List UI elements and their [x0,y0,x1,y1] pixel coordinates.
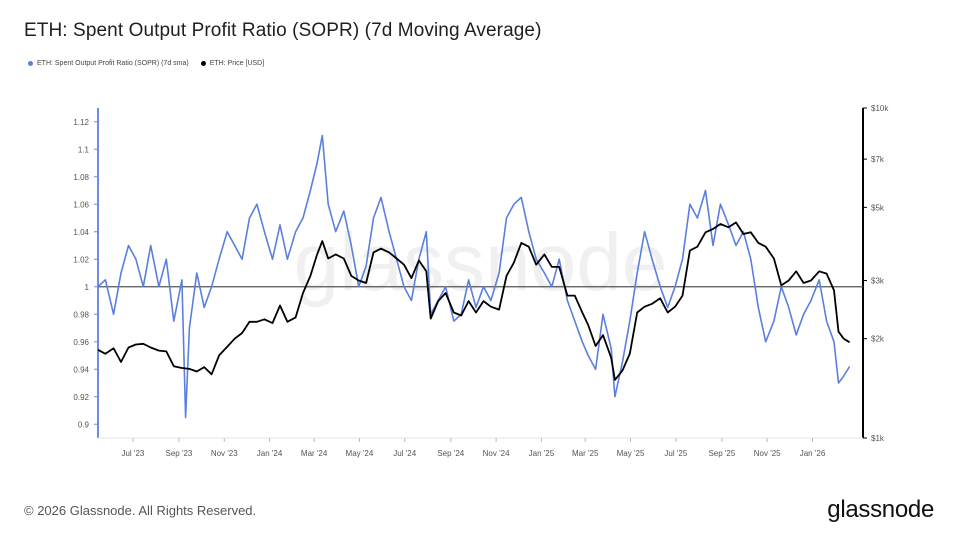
y-left-tick-label: 0.9 [78,420,90,429]
glassnode-logo: glassnode [827,496,934,523]
y-right-tick-label: $5k [871,203,885,212]
y-left-tick-label: 1.04 [73,228,89,237]
x-tick-label: Nov '24 [483,449,510,458]
y-right-tick-label: $2k [871,335,885,344]
x-tick-label: Nov '25 [754,449,781,458]
x-tick-label: Mar '25 [572,449,599,458]
y-left-tick-label: 0.92 [73,393,89,402]
x-tick-label: Jan '25 [529,449,555,458]
y-right-tick-label: $10k [871,104,889,113]
y-left-tick-label: 1 [85,283,90,292]
legend-swatch-price [200,61,206,66]
y-left-tick-label: 1.1 [78,145,90,154]
legend: ETH: Spent Output Profit Ratio (SOPR) (7… [28,60,264,67]
legend-item-sopr[interactable]: ETH: Spent Output Profit Ratio (SOPR) (7… [28,60,189,67]
y-left-tick-label: 1.02 [73,255,89,264]
y-right-tick-label: $3k [871,277,885,286]
x-tick-label: Nov '23 [211,449,238,458]
chart-title: ETH: Spent Output Profit Ratio (SOPR) (7… [24,20,542,41]
legend-swatch-sopr [28,61,33,66]
x-tick-label: May '25 [617,449,645,458]
x-tick-label: Sep '23 [166,449,193,458]
x-tick-label: Jul '23 [121,449,144,458]
x-tick-label: Jan '26 [800,449,826,458]
x-tick-label: Sep '24 [437,449,464,458]
x-tick-label: Jan '24 [257,449,283,458]
x-tick-label: Jul '24 [393,449,416,458]
y-left-tick-label: 0.96 [73,338,89,347]
series-line-sopr [97,134,851,419]
legend-label-sopr: ETH: Spent Output Profit Ratio (SOPR) (7… [37,60,189,67]
y-left-tick-label: 0.98 [73,310,89,319]
y-left-tick-label: 1.12 [73,118,89,127]
x-tick-label: Sep '25 [708,449,735,458]
x-tick-label: May '24 [346,449,374,458]
legend-label-price: ETH: Price [USD] [209,60,265,67]
x-tick-label: Mar '24 [301,449,328,458]
y-right-tick-label: $7k [871,155,885,164]
y-left-tick-label: 1.06 [73,200,89,209]
y-left-tick-label: 0.94 [73,365,89,374]
x-tick-label: Jul '25 [664,449,687,458]
series-line-price [97,221,851,381]
legend-item-price[interactable]: ETH: Price [USD] [200,60,265,67]
y-left-tick-label: 1.08 [73,173,89,182]
copyright-footer: © 2026 Glassnode. All Rights Reserved. [24,503,257,518]
y-right-tick-label: $1k [871,434,885,443]
